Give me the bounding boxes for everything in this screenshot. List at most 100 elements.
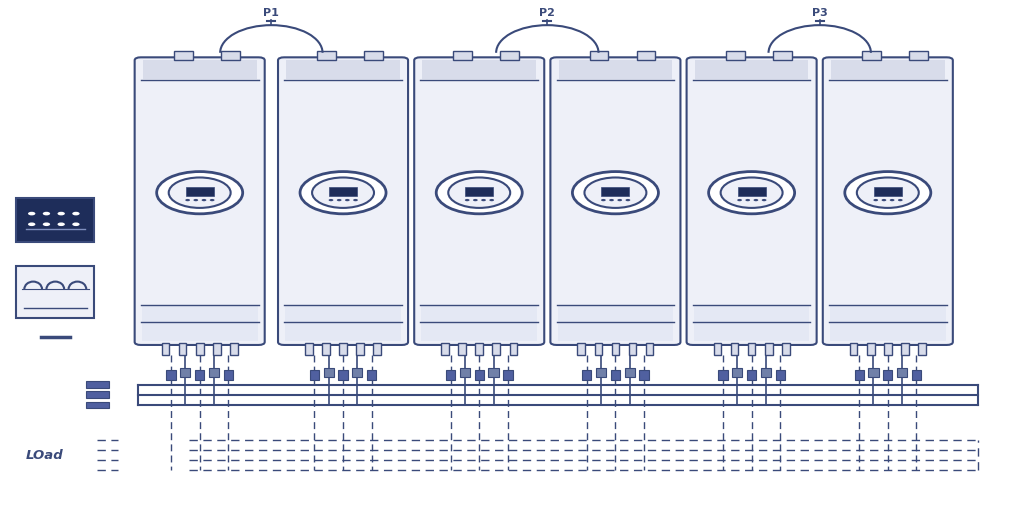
- Circle shape: [57, 212, 65, 215]
- Bar: [493, 343, 500, 354]
- Bar: [454, 51, 472, 60]
- Bar: [475, 370, 484, 380]
- Bar: [854, 370, 864, 380]
- Bar: [639, 370, 649, 380]
- Bar: [305, 343, 312, 354]
- Bar: [309, 370, 319, 380]
- Circle shape: [481, 199, 486, 201]
- Bar: [423, 60, 537, 79]
- Bar: [196, 343, 204, 354]
- Circle shape: [300, 172, 386, 214]
- Bar: [862, 51, 881, 60]
- Bar: [714, 343, 721, 354]
- Bar: [166, 370, 176, 380]
- Text: P2: P2: [540, 7, 555, 17]
- Bar: [317, 51, 336, 60]
- Circle shape: [329, 199, 334, 201]
- Bar: [441, 343, 449, 354]
- Circle shape: [157, 172, 243, 214]
- Text: P3: P3: [812, 7, 827, 17]
- Bar: [595, 343, 602, 354]
- FancyBboxPatch shape: [16, 266, 94, 318]
- Bar: [912, 370, 922, 380]
- Bar: [324, 367, 334, 376]
- Bar: [329, 187, 357, 196]
- Bar: [209, 367, 219, 376]
- Bar: [884, 343, 892, 354]
- Circle shape: [857, 177, 919, 208]
- Bar: [352, 367, 362, 376]
- Circle shape: [572, 172, 658, 214]
- Bar: [465, 187, 494, 196]
- Bar: [86, 391, 109, 398]
- Circle shape: [345, 199, 350, 201]
- Circle shape: [169, 177, 230, 208]
- Circle shape: [73, 212, 80, 215]
- Bar: [611, 343, 620, 354]
- FancyBboxPatch shape: [135, 58, 264, 345]
- Bar: [897, 367, 907, 376]
- Bar: [185, 187, 214, 196]
- Bar: [338, 370, 348, 380]
- Bar: [213, 343, 220, 354]
- Bar: [475, 343, 483, 354]
- Circle shape: [626, 199, 630, 201]
- Circle shape: [737, 199, 742, 201]
- Circle shape: [754, 199, 759, 201]
- Bar: [868, 367, 879, 376]
- Circle shape: [898, 199, 902, 201]
- Bar: [873, 187, 902, 196]
- Bar: [829, 305, 946, 342]
- Bar: [162, 343, 169, 354]
- Bar: [901, 343, 908, 354]
- Circle shape: [762, 199, 766, 201]
- Text: LOad: LOad: [26, 449, 63, 461]
- Bar: [625, 367, 635, 376]
- Bar: [86, 381, 109, 388]
- Bar: [504, 370, 513, 380]
- Bar: [339, 343, 347, 354]
- Bar: [610, 370, 621, 380]
- Bar: [179, 343, 186, 354]
- Circle shape: [57, 222, 65, 226]
- Bar: [285, 305, 401, 342]
- Bar: [223, 370, 233, 380]
- Circle shape: [312, 177, 374, 208]
- Circle shape: [43, 222, 50, 226]
- Circle shape: [194, 199, 199, 201]
- Bar: [459, 343, 466, 354]
- Circle shape: [337, 199, 342, 201]
- Circle shape: [721, 177, 782, 208]
- Circle shape: [489, 199, 494, 201]
- Bar: [501, 51, 519, 60]
- Bar: [590, 51, 608, 60]
- Circle shape: [890, 199, 895, 201]
- Bar: [422, 305, 538, 342]
- Bar: [510, 343, 517, 354]
- Bar: [143, 60, 256, 79]
- Bar: [748, 370, 756, 380]
- Bar: [559, 60, 672, 79]
- FancyBboxPatch shape: [414, 58, 545, 345]
- Bar: [776, 370, 785, 380]
- Circle shape: [436, 172, 522, 214]
- Bar: [782, 343, 790, 354]
- Circle shape: [28, 222, 36, 226]
- Bar: [694, 60, 809, 79]
- Bar: [831, 60, 944, 79]
- Circle shape: [617, 199, 623, 201]
- Circle shape: [709, 172, 795, 214]
- Circle shape: [882, 199, 887, 201]
- Circle shape: [202, 199, 207, 201]
- Circle shape: [585, 177, 646, 208]
- Bar: [365, 51, 383, 60]
- Circle shape: [745, 199, 751, 201]
- Bar: [180, 367, 190, 376]
- Circle shape: [353, 199, 357, 201]
- Bar: [773, 51, 792, 60]
- Bar: [578, 343, 585, 354]
- Bar: [86, 401, 109, 408]
- Bar: [919, 343, 926, 354]
- Bar: [488, 367, 499, 376]
- Bar: [637, 51, 655, 60]
